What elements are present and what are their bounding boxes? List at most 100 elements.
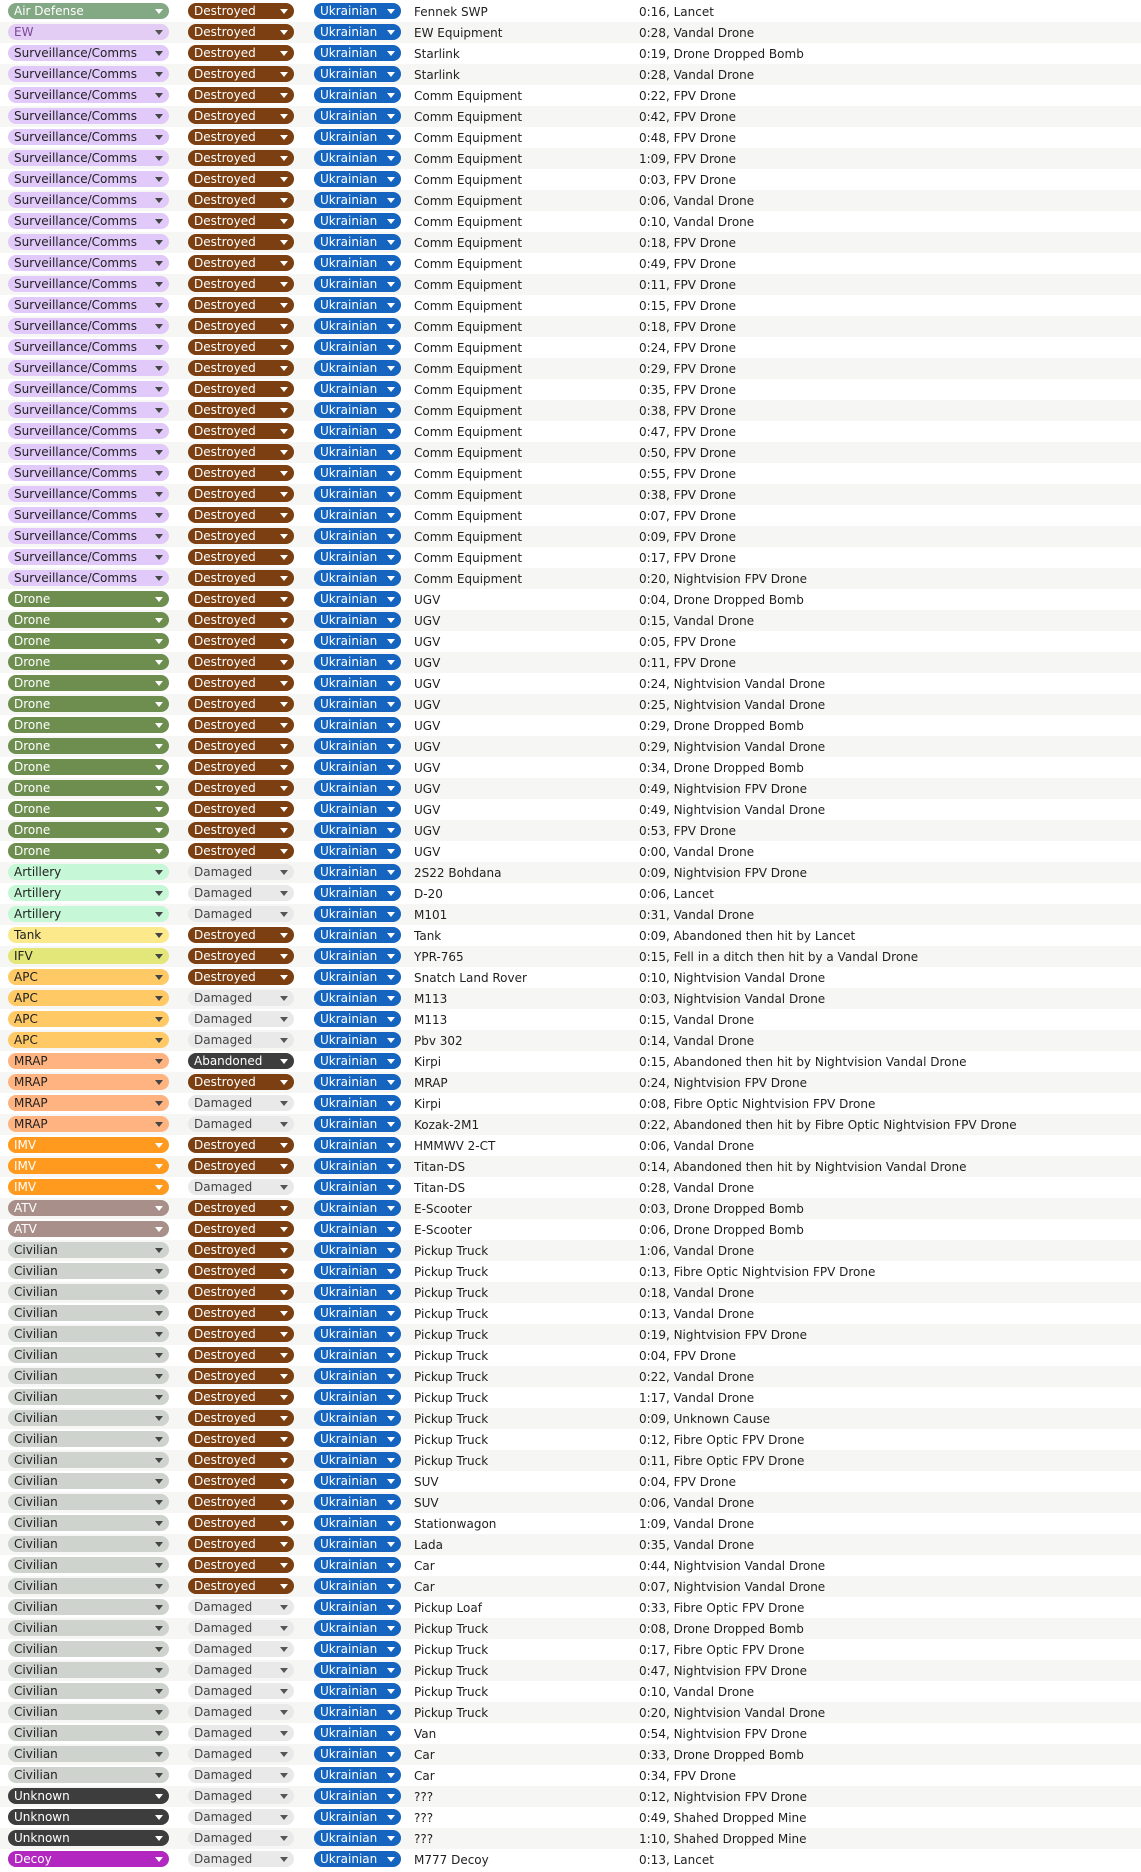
side-dropdown[interactable]: Ukrainian — [314, 1095, 401, 1111]
category-dropdown[interactable]: Surveillance/Comms — [8, 297, 169, 313]
category-dropdown[interactable]: Unknown — [8, 1830, 169, 1846]
category-dropdown[interactable]: Surveillance/Comms — [8, 528, 169, 544]
side-dropdown[interactable]: Ukrainian — [314, 1683, 401, 1699]
side-dropdown[interactable]: Ukrainian — [314, 801, 401, 817]
status-dropdown[interactable]: Destroyed — [188, 1389, 294, 1405]
side-dropdown[interactable]: Ukrainian — [314, 990, 401, 1006]
status-dropdown[interactable]: Abandoned — [188, 1053, 294, 1069]
category-dropdown[interactable]: Drone — [8, 780, 169, 796]
status-dropdown[interactable]: Destroyed — [188, 297, 294, 313]
side-dropdown[interactable]: Ukrainian — [314, 633, 401, 649]
status-dropdown[interactable]: Damaged — [188, 1095, 294, 1111]
category-dropdown[interactable]: Drone — [8, 738, 169, 754]
status-dropdown[interactable]: Destroyed — [188, 843, 294, 859]
side-dropdown[interactable]: Ukrainian — [314, 3, 401, 19]
side-dropdown[interactable]: Ukrainian — [314, 843, 401, 859]
category-dropdown[interactable]: Civilian — [8, 1347, 169, 1363]
side-dropdown[interactable]: Ukrainian — [314, 171, 401, 187]
side-dropdown[interactable]: Ukrainian — [314, 738, 401, 754]
side-dropdown[interactable]: Ukrainian — [314, 108, 401, 124]
category-dropdown[interactable]: IMV — [8, 1137, 169, 1153]
status-dropdown[interactable]: Damaged — [188, 1683, 294, 1699]
side-dropdown[interactable]: Ukrainian — [314, 1389, 401, 1405]
status-dropdown[interactable]: Destroyed — [188, 1263, 294, 1279]
side-dropdown[interactable]: Ukrainian — [314, 1242, 401, 1258]
category-dropdown[interactable]: Surveillance/Comms — [8, 318, 169, 334]
side-dropdown[interactable]: Ukrainian — [314, 948, 401, 964]
side-dropdown[interactable]: Ukrainian — [314, 822, 401, 838]
side-dropdown[interactable]: Ukrainian — [314, 780, 401, 796]
side-dropdown[interactable]: Ukrainian — [314, 591, 401, 607]
status-dropdown[interactable]: Destroyed — [188, 1515, 294, 1531]
status-dropdown[interactable]: Damaged — [188, 1599, 294, 1615]
category-dropdown[interactable]: Unknown — [8, 1788, 169, 1804]
status-dropdown[interactable]: Destroyed — [188, 1473, 294, 1489]
category-dropdown[interactable]: APC — [8, 1032, 169, 1048]
category-dropdown[interactable]: Civilian — [8, 1536, 169, 1552]
side-dropdown[interactable]: Ukrainian — [314, 1221, 401, 1237]
status-dropdown[interactable]: Destroyed — [188, 1074, 294, 1090]
side-dropdown[interactable]: Ukrainian — [314, 297, 401, 313]
status-dropdown[interactable]: Destroyed — [188, 1536, 294, 1552]
side-dropdown[interactable]: Ukrainian — [314, 612, 401, 628]
category-dropdown[interactable]: MRAP — [8, 1074, 169, 1090]
category-dropdown[interactable]: Surveillance/Comms — [8, 444, 169, 460]
category-dropdown[interactable]: Surveillance/Comms — [8, 234, 169, 250]
status-dropdown[interactable]: Destroyed — [188, 696, 294, 712]
category-dropdown[interactable]: Civilian — [8, 1725, 169, 1741]
status-dropdown[interactable]: Destroyed — [188, 675, 294, 691]
category-dropdown[interactable]: Surveillance/Comms — [8, 213, 169, 229]
side-dropdown[interactable]: Ukrainian — [314, 1032, 401, 1048]
side-dropdown[interactable]: Ukrainian — [314, 1620, 401, 1636]
status-dropdown[interactable]: Destroyed — [188, 255, 294, 271]
side-dropdown[interactable]: Ukrainian — [314, 150, 401, 166]
status-dropdown[interactable]: Destroyed — [188, 1410, 294, 1426]
status-dropdown[interactable]: Destroyed — [188, 318, 294, 334]
side-dropdown[interactable]: Ukrainian — [314, 1578, 401, 1594]
status-dropdown[interactable]: Destroyed — [188, 465, 294, 481]
side-dropdown[interactable]: Ukrainian — [314, 45, 401, 61]
side-dropdown[interactable]: Ukrainian — [314, 1767, 401, 1783]
category-dropdown[interactable]: Civilian — [8, 1662, 169, 1678]
category-dropdown[interactable]: Civilian — [8, 1494, 169, 1510]
status-dropdown[interactable]: Destroyed — [188, 1431, 294, 1447]
status-dropdown[interactable]: Destroyed — [188, 213, 294, 229]
category-dropdown[interactable]: EW — [8, 24, 169, 40]
side-dropdown[interactable]: Ukrainian — [314, 549, 401, 565]
status-dropdown[interactable]: Destroyed — [188, 1578, 294, 1594]
status-dropdown[interactable]: Damaged — [188, 1767, 294, 1783]
category-dropdown[interactable]: MRAP — [8, 1053, 169, 1069]
category-dropdown[interactable]: Civilian — [8, 1578, 169, 1594]
status-dropdown[interactable]: Destroyed — [188, 402, 294, 418]
status-dropdown[interactable]: Destroyed — [188, 801, 294, 817]
status-dropdown[interactable]: Damaged — [188, 906, 294, 922]
category-dropdown[interactable]: Surveillance/Comms — [8, 402, 169, 418]
category-dropdown[interactable]: Civilian — [8, 1326, 169, 1342]
category-dropdown[interactable]: Artillery — [8, 885, 169, 901]
category-dropdown[interactable]: Surveillance/Comms — [8, 465, 169, 481]
status-dropdown[interactable]: Damaged — [188, 1662, 294, 1678]
category-dropdown[interactable]: Civilian — [8, 1389, 169, 1405]
side-dropdown[interactable]: Ukrainian — [314, 1410, 401, 1426]
side-dropdown[interactable]: Ukrainian — [314, 570, 401, 586]
status-dropdown[interactable]: Destroyed — [188, 45, 294, 61]
side-dropdown[interactable]: Ukrainian — [314, 1158, 401, 1174]
category-dropdown[interactable]: Civilian — [8, 1557, 169, 1573]
side-dropdown[interactable]: Ukrainian — [314, 1305, 401, 1321]
status-dropdown[interactable]: Destroyed — [188, 1242, 294, 1258]
side-dropdown[interactable]: Ukrainian — [314, 276, 401, 292]
category-dropdown[interactable]: Drone — [8, 843, 169, 859]
status-dropdown[interactable]: Damaged — [188, 1179, 294, 1195]
status-dropdown[interactable]: Destroyed — [188, 570, 294, 586]
category-dropdown[interactable]: Surveillance/Comms — [8, 360, 169, 376]
category-dropdown[interactable]: Drone — [8, 591, 169, 607]
side-dropdown[interactable]: Ukrainian — [314, 1704, 401, 1720]
status-dropdown[interactable]: Destroyed — [188, 1221, 294, 1237]
category-dropdown[interactable]: Surveillance/Comms — [8, 87, 169, 103]
status-dropdown[interactable]: Destroyed — [188, 1137, 294, 1153]
side-dropdown[interactable]: Ukrainian — [314, 1725, 401, 1741]
status-dropdown[interactable]: Destroyed — [188, 1557, 294, 1573]
category-dropdown[interactable]: Surveillance/Comms — [8, 570, 169, 586]
side-dropdown[interactable]: Ukrainian — [314, 1263, 401, 1279]
category-dropdown[interactable]: MRAP — [8, 1116, 169, 1132]
